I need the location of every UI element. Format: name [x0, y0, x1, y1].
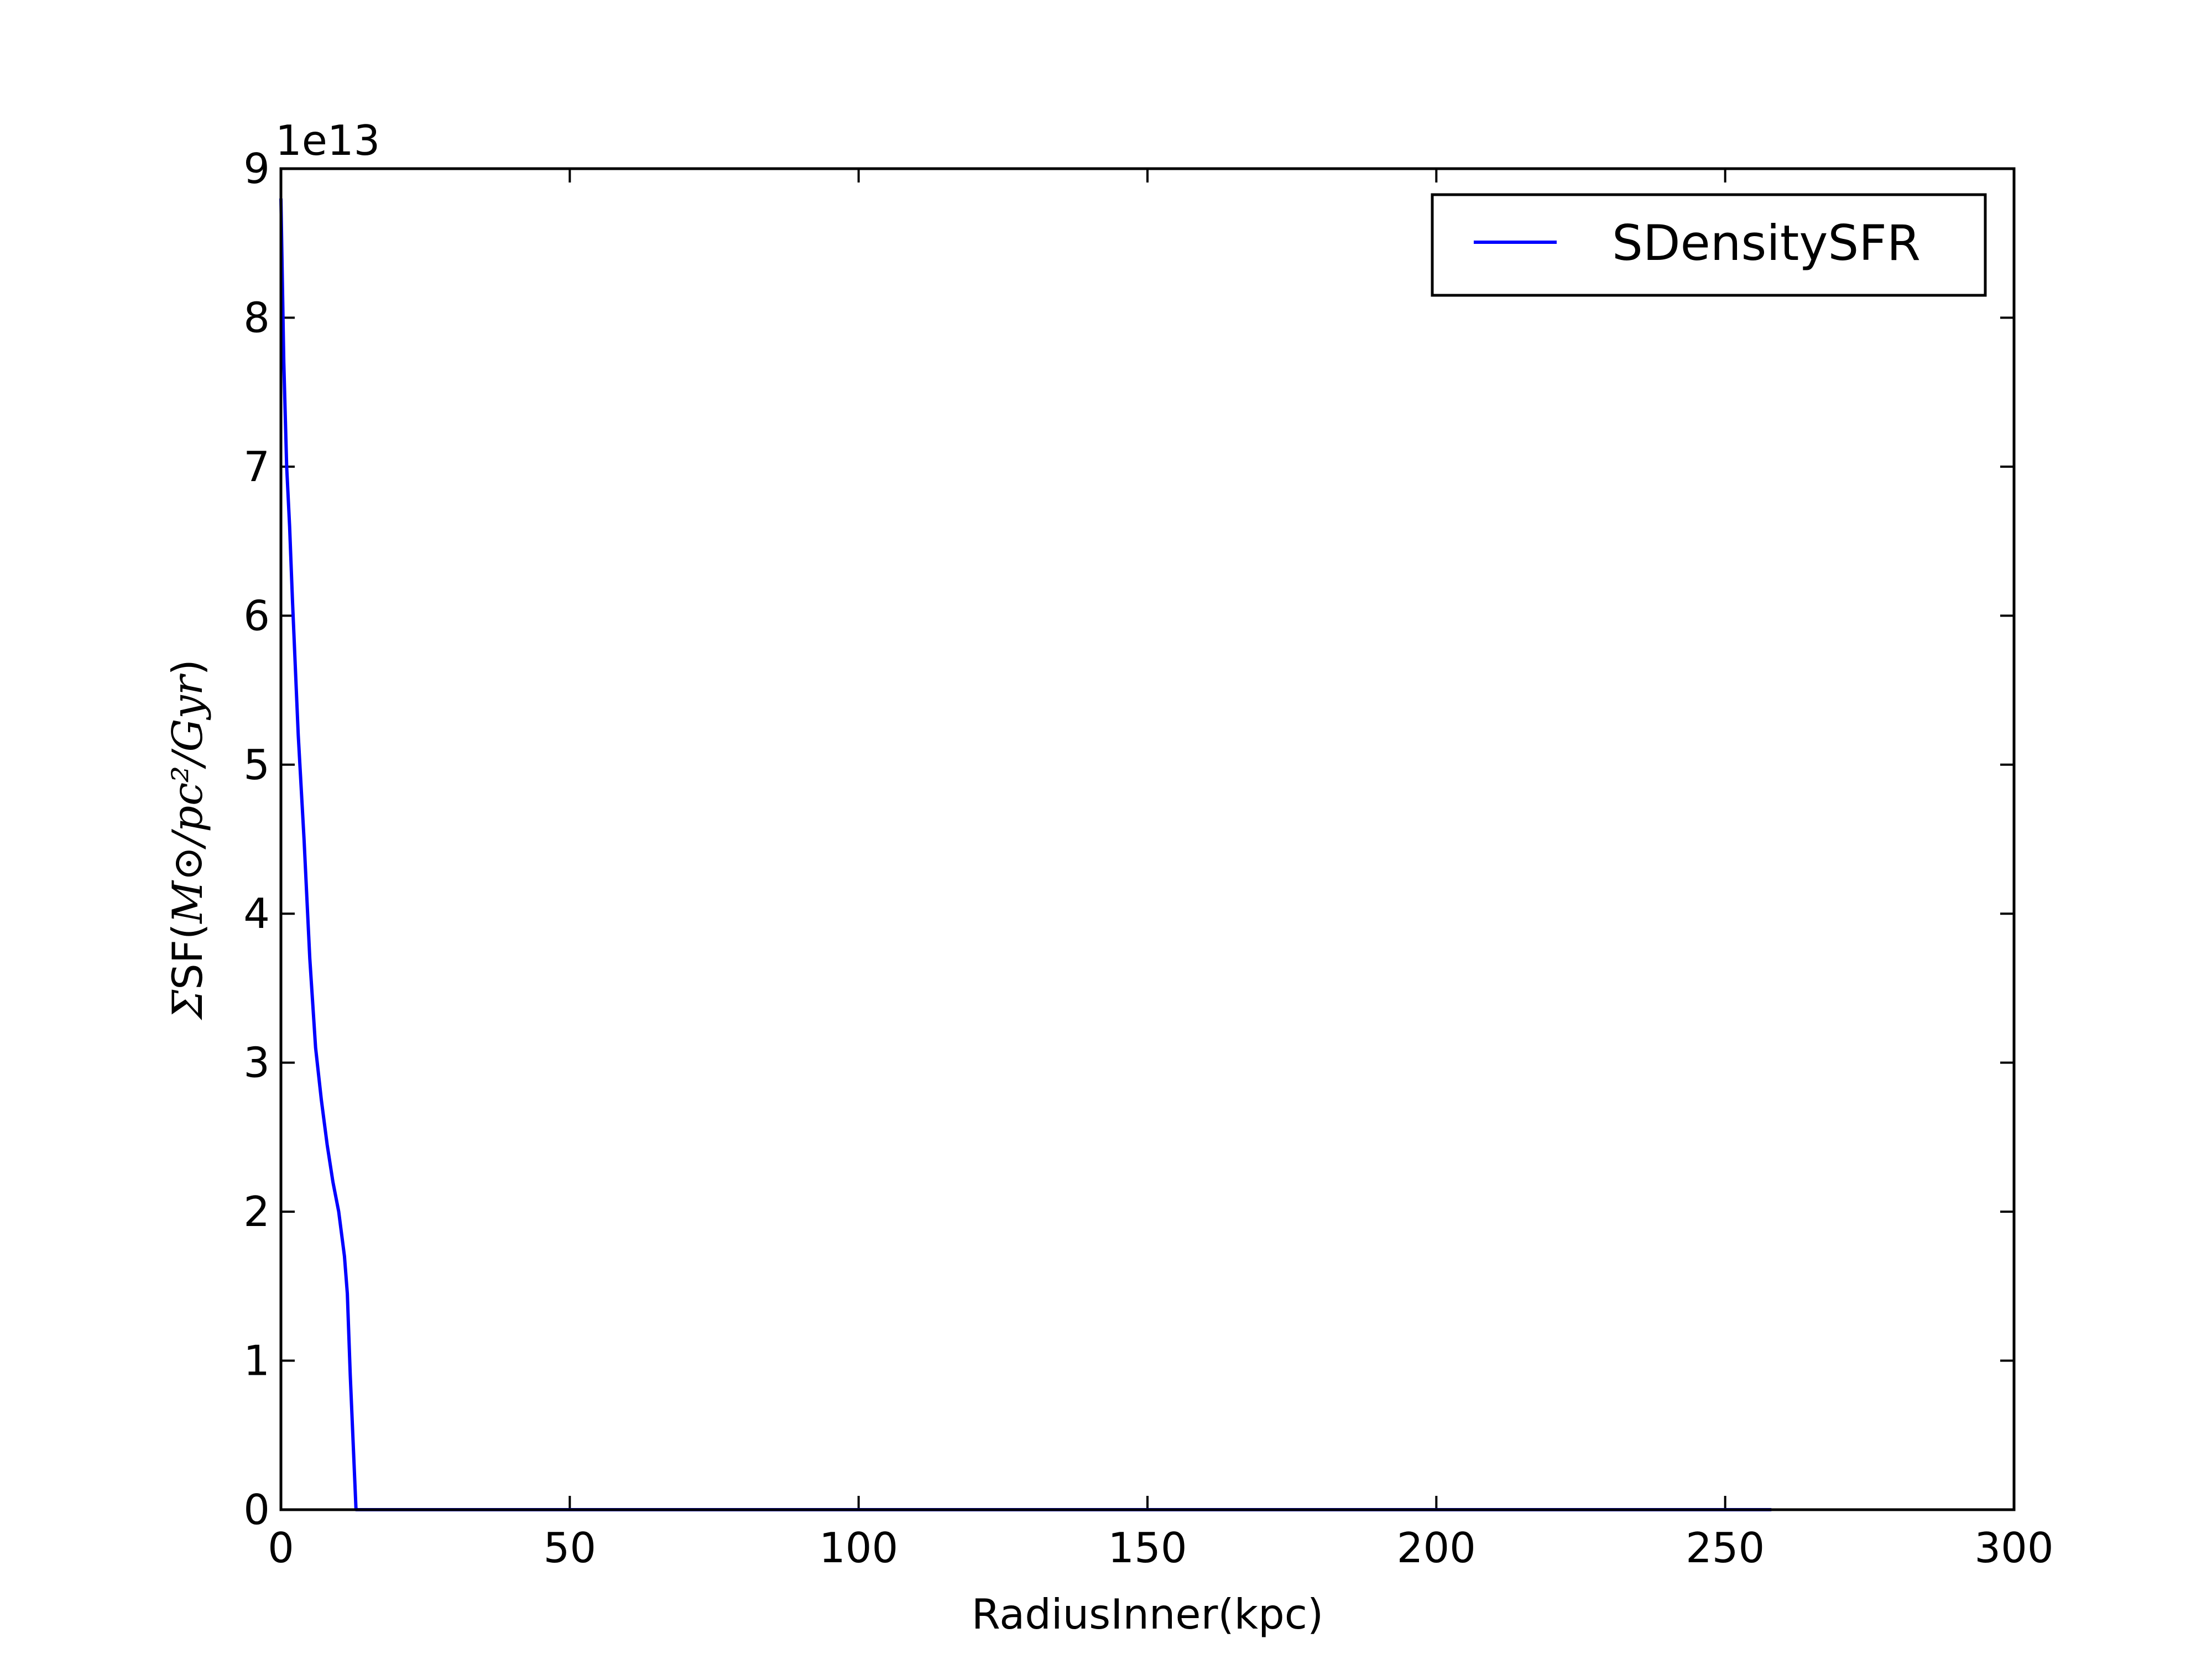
- legend: SDensitySFR: [1431, 193, 1987, 297]
- y-axis-label-prefix: Σ: [163, 989, 212, 1021]
- axis-ticks: [280, 168, 2015, 1511]
- y-axis-label-math: M⊙/pc²/Gyr: [163, 673, 212, 925]
- series-group: [279, 198, 1772, 1511]
- y-tick-label: 0: [243, 1485, 270, 1534]
- x-tick-label: 50: [544, 1524, 596, 1572]
- legend-label: SDensitySFR: [1612, 215, 1921, 272]
- y-tick-label: 9: [243, 144, 270, 193]
- x-tick-label: 250: [1686, 1524, 1765, 1572]
- x-tick-label: 150: [1108, 1524, 1187, 1572]
- x-tick-label: 0: [268, 1524, 294, 1572]
- y-tick-label: 3: [243, 1039, 270, 1087]
- x-axis-label: RadiusInner(kpc): [972, 1590, 1323, 1639]
- series-line: [279, 198, 1772, 1511]
- x-tick-label: 200: [1397, 1524, 1476, 1572]
- y-axis-label-suffix: ): [163, 659, 212, 675]
- y-axis-label-text: SF(: [163, 924, 212, 990]
- offset-text: 1e13: [275, 116, 380, 165]
- plot-frame: [279, 167, 2016, 1511]
- y-tick-label: 2: [243, 1187, 270, 1236]
- y-tick-label: 5: [243, 740, 270, 789]
- x-tick-label: 300: [1974, 1524, 2053, 1572]
- x-tick-label: 100: [819, 1524, 898, 1572]
- tick-labels: 0 50 100 150 200 250 300 0 1 2 3 4 5 6 7 8 9: [243, 144, 2053, 1572]
- y-axis-label: ΣSF(M⊙/pc²/Gyr): [163, 659, 212, 1021]
- y-tick-label: 6: [243, 591, 270, 640]
- y-tick-label: 7: [243, 442, 270, 491]
- y-tick-label: 8: [243, 293, 270, 342]
- y-tick-label: 4: [243, 889, 270, 938]
- y-tick-label: 1: [243, 1337, 270, 1385]
- legend-box: [1431, 193, 1987, 297]
